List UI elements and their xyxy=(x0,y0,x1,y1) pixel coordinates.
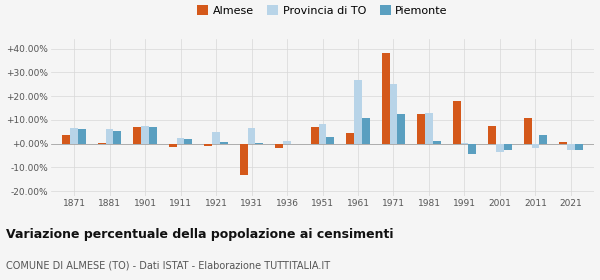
Bar xyxy=(311,127,319,144)
Bar xyxy=(382,53,389,144)
Bar xyxy=(354,80,362,144)
Bar xyxy=(62,136,70,144)
Bar xyxy=(559,142,567,144)
Bar xyxy=(176,138,184,144)
Bar xyxy=(461,143,469,144)
Bar xyxy=(184,139,192,144)
Bar xyxy=(283,141,291,144)
Bar xyxy=(488,126,496,144)
Bar xyxy=(240,144,248,175)
Bar xyxy=(346,133,354,144)
Legend: Almese, Provincia di TO, Piemonte: Almese, Provincia di TO, Piemonte xyxy=(193,1,452,20)
Bar xyxy=(362,118,370,144)
Bar xyxy=(220,142,228,144)
Bar xyxy=(319,123,326,144)
Bar xyxy=(575,144,583,150)
Bar xyxy=(78,129,86,144)
Bar xyxy=(567,144,575,150)
Bar xyxy=(113,131,121,144)
Bar xyxy=(98,143,106,144)
Bar xyxy=(397,114,405,144)
Bar xyxy=(212,132,220,144)
Text: COMUNE DI ALMESE (TO) - Dati ISTAT - Elaborazione TUTTITALIA.IT: COMUNE DI ALMESE (TO) - Dati ISTAT - Ela… xyxy=(6,260,330,270)
Bar xyxy=(275,144,283,148)
Bar xyxy=(504,144,512,150)
Bar xyxy=(326,137,334,144)
Bar xyxy=(169,144,176,147)
Bar xyxy=(256,143,263,144)
Bar xyxy=(389,84,397,144)
Bar xyxy=(106,129,113,144)
Bar xyxy=(469,144,476,155)
Bar xyxy=(70,128,78,144)
Bar xyxy=(524,118,532,144)
Text: Variazione percentuale della popolazione ai censimenti: Variazione percentuale della popolazione… xyxy=(6,228,394,241)
Bar xyxy=(532,144,539,148)
Bar xyxy=(425,113,433,144)
Bar xyxy=(433,141,440,144)
Bar xyxy=(141,126,149,144)
Bar xyxy=(205,144,212,146)
Bar xyxy=(149,127,157,144)
Bar xyxy=(248,128,256,144)
Bar xyxy=(496,144,504,152)
Bar xyxy=(453,101,461,144)
Bar xyxy=(417,114,425,144)
Bar xyxy=(539,136,547,144)
Bar xyxy=(133,127,141,144)
